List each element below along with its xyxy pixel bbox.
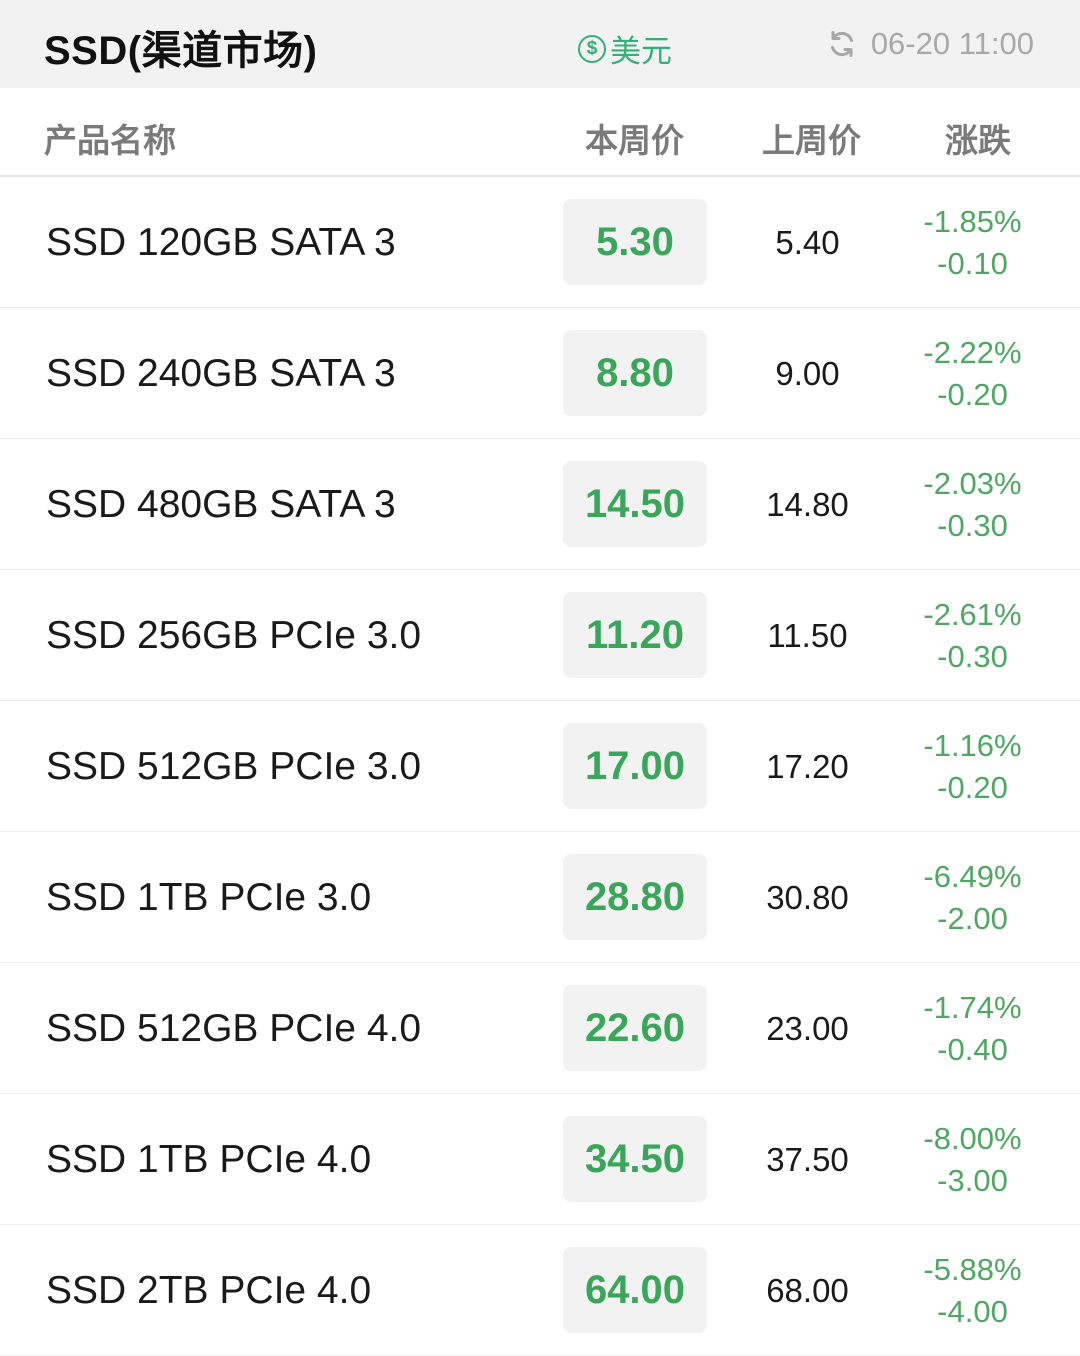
previous-price: 14.80 xyxy=(766,486,849,523)
current-price: 8.80 xyxy=(563,330,707,416)
product-name: SSD 512GB PCIe 4.0 xyxy=(46,1007,422,1050)
previous-price: 23.00 xyxy=(766,1010,849,1047)
table-row[interactable]: SSD 1TB PCIe 3.0 28.80 30.80 -6.49% -2.0… xyxy=(0,832,1080,963)
change-percent: -2.03% xyxy=(923,466,1022,501)
price-change: -2.22% -0.20 xyxy=(905,332,1040,416)
product-name: SSD 1TB PCIe 4.0 xyxy=(46,1138,372,1181)
refresh-icon[interactable] xyxy=(827,29,857,59)
change-amount: -0.20 xyxy=(937,770,1008,805)
table-row[interactable]: SSD 1TB PCIe 4.0 34.50 37.50 -8.00% -3.0… xyxy=(0,1094,1080,1225)
current-price: 34.50 xyxy=(563,1116,707,1202)
column-header-current-price[interactable]: 本周价 xyxy=(585,122,684,159)
current-price: 28.80 xyxy=(563,854,707,940)
column-header-change[interactable]: 涨跌 xyxy=(945,122,1011,159)
change-amount: -0.20 xyxy=(937,377,1008,412)
change-percent: -2.61% xyxy=(923,597,1022,632)
change-amount: -4.00 xyxy=(937,1294,1008,1329)
change-percent: -8.00% xyxy=(923,1121,1022,1156)
product-name: SSD 120GB SATA 3 xyxy=(46,221,396,264)
previous-price: 17.20 xyxy=(766,748,849,785)
top-bar: SSD(渠道市场) $ 美元 06-20 11:00 xyxy=(0,0,1080,88)
previous-price: 68.00 xyxy=(766,1272,849,1309)
change-percent: -1.16% xyxy=(923,728,1022,763)
current-price: 17.00 xyxy=(563,723,707,809)
previous-price: 11.50 xyxy=(767,617,848,654)
product-name: SSD 1TB PCIe 3.0 xyxy=(46,876,372,919)
currency-label: 美元 xyxy=(610,34,672,69)
price-change: -1.16% -0.20 xyxy=(905,725,1040,809)
table-row[interactable]: SSD 256GB PCIe 3.0 11.20 11.50 -2.61% -0… xyxy=(0,570,1080,701)
price-change: -2.03% -0.30 xyxy=(905,463,1040,547)
product-name: SSD 2TB PCIe 4.0 xyxy=(46,1269,372,1312)
table-row[interactable]: SSD 2TB PCIe 4.0 64.00 68.00 -5.88% -4.0… xyxy=(0,1225,1080,1356)
updated-time: 06-20 11:00 xyxy=(870,26,1034,61)
table-row[interactable]: SSD 120GB SATA 3 5.30 5.40 -1.85% -0.10 xyxy=(0,177,1080,308)
previous-price: 37.50 xyxy=(766,1141,849,1178)
update-status[interactable]: 06-20 11:00 xyxy=(827,26,1034,62)
change-amount: -3.00 xyxy=(937,1163,1008,1198)
current-price: 14.50 xyxy=(563,461,707,547)
change-amount: -0.30 xyxy=(937,508,1008,543)
previous-price: 30.80 xyxy=(766,879,849,916)
change-amount: -0.40 xyxy=(937,1032,1008,1067)
current-price: 5.30 xyxy=(563,199,707,285)
table-row[interactable]: SSD 512GB PCIe 3.0 17.00 17.20 -1.16% -0… xyxy=(0,701,1080,832)
price-change: -6.49% -2.00 xyxy=(905,856,1040,940)
product-name: SSD 240GB SATA 3 xyxy=(46,352,396,395)
table-row[interactable]: SSD 512GB PCIe 4.0 22.60 23.00 -1.74% -0… xyxy=(0,963,1080,1094)
previous-price: 9.00 xyxy=(775,355,840,392)
dollar-coin-icon: $ xyxy=(578,34,606,63)
price-table: SSD 120GB SATA 3 5.30 5.40 -1.85% -0.10 … xyxy=(0,177,1080,1356)
price-change: -5.88% -4.00 xyxy=(905,1249,1040,1333)
currency-toggle[interactable]: $ 美元 xyxy=(578,26,672,71)
table-header: 产品名称 本周价 上周价 涨跌 xyxy=(0,88,1080,177)
change-amount: -2.00 xyxy=(937,901,1008,936)
current-price: 64.00 xyxy=(563,1247,707,1333)
price-change: -1.74% -0.40 xyxy=(905,987,1040,1071)
change-amount: -0.10 xyxy=(937,246,1008,281)
product-name: SSD 256GB PCIe 3.0 xyxy=(46,614,422,657)
change-percent: -1.85% xyxy=(923,204,1022,239)
table-row[interactable]: SSD 240GB SATA 3 8.80 9.00 -2.22% -0.20 xyxy=(0,308,1080,439)
current-price: 22.60 xyxy=(563,985,707,1071)
price-change: -8.00% -3.00 xyxy=(905,1118,1040,1202)
change-percent: -1.74% xyxy=(923,990,1022,1025)
price-change: -1.85% -0.10 xyxy=(905,201,1040,285)
page-title: SSD(渠道市场) xyxy=(44,29,318,73)
column-header-name[interactable]: 产品名称 xyxy=(44,122,176,159)
product-name: SSD 512GB PCIe 3.0 xyxy=(46,745,422,788)
table-row[interactable]: SSD 480GB SATA 3 14.50 14.80 -2.03% -0.3… xyxy=(0,439,1080,570)
change-percent: -2.22% xyxy=(923,335,1022,370)
change-percent: -5.88% xyxy=(923,1252,1022,1287)
column-header-previous-price[interactable]: 上周价 xyxy=(762,122,861,159)
change-percent: -6.49% xyxy=(923,859,1022,894)
change-amount: -0.30 xyxy=(937,639,1008,674)
price-change: -2.61% -0.30 xyxy=(905,594,1040,678)
current-price: 11.20 xyxy=(563,592,707,678)
previous-price: 5.40 xyxy=(775,224,840,261)
product-name: SSD 480GB SATA 3 xyxy=(46,483,396,526)
